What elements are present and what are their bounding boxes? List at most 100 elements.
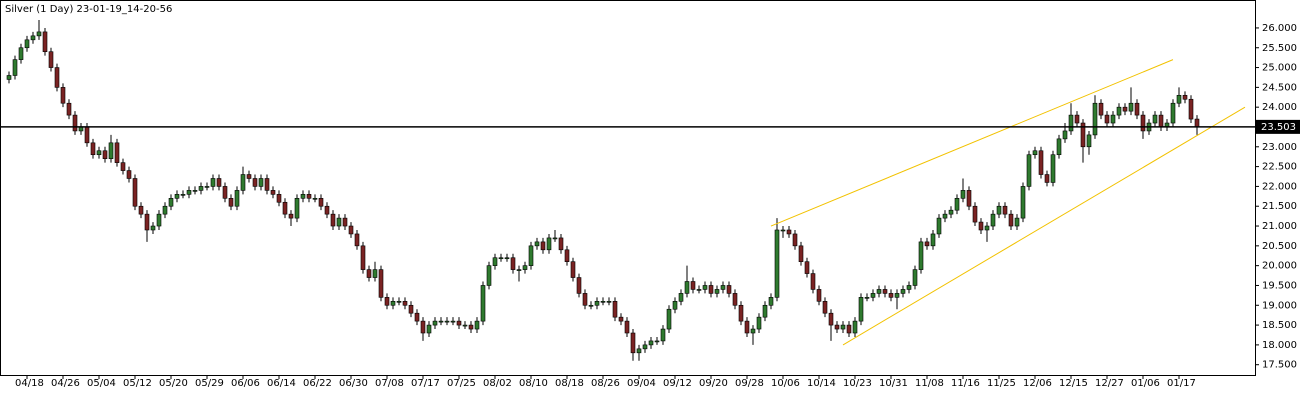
candle-body (114, 142, 120, 163)
candle-body (216, 178, 222, 187)
x-tick-label: 12/06 (1023, 378, 1052, 389)
candle-body (864, 297, 870, 299)
candle-body (438, 320, 444, 323)
candle-body (276, 194, 282, 203)
candle-body (546, 237, 552, 251)
candle-body (1194, 118, 1200, 128)
x-tick-label: 05/12 (123, 378, 152, 389)
x-tick-label: 09/28 (735, 378, 764, 389)
y-tick-label: 25.000 (1262, 63, 1297, 74)
candle-body (252, 178, 258, 187)
x-tick-label: 01/06 (1131, 378, 1160, 389)
x-tick-label: 09/12 (663, 378, 692, 389)
candle-body (852, 320, 858, 334)
y-tick-label: 22.500 (1262, 162, 1297, 173)
candle-body (132, 178, 138, 207)
x-tick-label: 11/16 (951, 378, 980, 389)
candle-body (210, 178, 216, 187)
candle-body (606, 301, 612, 303)
x-tick-label: 04/18 (15, 378, 44, 389)
candle-body (948, 209, 954, 215)
candle-body (414, 312, 420, 322)
candle-body (822, 301, 828, 314)
candle-body (36, 31, 42, 37)
candle-body (1038, 150, 1044, 175)
candle-body (684, 281, 690, 294)
candle-body (468, 324, 474, 330)
x-tick-label: 10/23 (843, 378, 872, 389)
candle-body (294, 198, 300, 219)
candle-body (690, 281, 696, 290)
candle-body (666, 308, 672, 330)
candle-body (1140, 114, 1146, 132)
candle-body (936, 217, 942, 235)
candle-body (288, 213, 294, 219)
candle-body (582, 293, 588, 306)
candle-body (48, 51, 54, 68)
candle-body (372, 269, 378, 278)
candle-body (780, 229, 786, 232)
y-tick-label: 24.500 (1262, 82, 1297, 93)
y-tick-label: 18.000 (1262, 340, 1297, 351)
candle-body (24, 39, 30, 49)
candle-body (360, 245, 366, 270)
candle-body (84, 126, 90, 144)
candle-body (474, 320, 480, 330)
candle-body (1122, 106, 1128, 112)
candle-body (60, 87, 66, 104)
candle-body (858, 297, 864, 322)
x-tick-label: 06/30 (339, 378, 368, 389)
candle-body (1056, 138, 1062, 156)
trendline (770, 59, 1174, 227)
candle-body (516, 269, 522, 271)
candle-body (930, 233, 936, 247)
last-price-box (1256, 119, 1300, 134)
candle-body (924, 241, 930, 247)
candle-body (1002, 205, 1008, 215)
candle-body (810, 273, 816, 290)
candle-body (1158, 114, 1164, 128)
candle-body (198, 186, 204, 191)
candle-body (1188, 98, 1194, 120)
candle-body (258, 178, 264, 187)
y-tick-label: 18.500 (1262, 320, 1297, 331)
candle-body (552, 237, 558, 240)
candle-body (6, 75, 12, 80)
candle-body (990, 213, 996, 227)
candle-body (174, 194, 180, 199)
candle-body (126, 170, 132, 179)
candle-body (594, 301, 600, 306)
candle-body (378, 269, 384, 298)
candle-body (1074, 114, 1080, 124)
y-tick-label: 17.500 (1262, 360, 1297, 371)
candle-body (1008, 213, 1014, 227)
candle-body (42, 31, 48, 53)
candle-body (1092, 102, 1098, 136)
candle-body (774, 229, 780, 298)
candle-body (426, 324, 432, 334)
candle-body (342, 217, 348, 227)
candle-body (996, 205, 1002, 215)
candle-body (1182, 94, 1188, 100)
candle-body (756, 316, 762, 330)
candle-body (492, 257, 498, 266)
x-tick-label: 10/14 (807, 378, 836, 389)
candle-body (636, 348, 642, 354)
candle-body (498, 257, 504, 260)
candle-body (738, 304, 744, 322)
candle-body (564, 249, 570, 262)
candle-body (120, 162, 126, 171)
candle-body (186, 190, 192, 195)
candle-body (624, 320, 630, 334)
candle-body (228, 198, 234, 207)
candle-body (804, 261, 810, 274)
y-tick-label: 19.500 (1262, 280, 1297, 291)
candle-body (222, 186, 228, 199)
candle-body (720, 285, 726, 290)
candle-body (618, 316, 624, 322)
candle-body (900, 289, 906, 294)
x-tick-label: 07/25 (447, 378, 476, 389)
plot-frame (0, 0, 1256, 376)
candle-body (264, 178, 270, 191)
